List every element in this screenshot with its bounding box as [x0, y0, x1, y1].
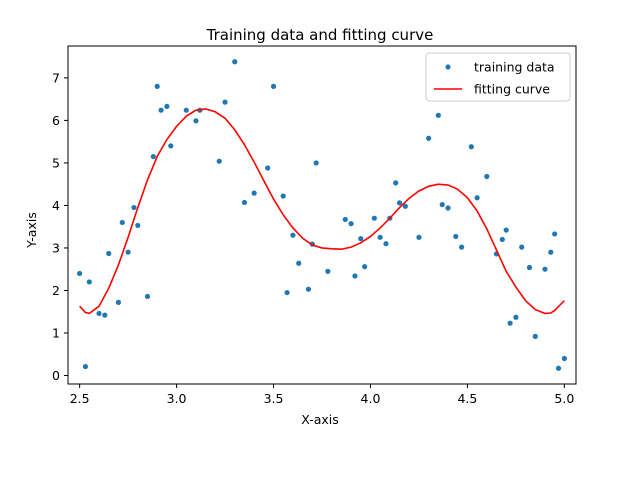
x-tick-label: 4.0: [361, 391, 381, 406]
data-point: [119, 219, 125, 226]
y-tick-label: 4: [52, 198, 60, 213]
legend-marker-swatch: [445, 64, 451, 70]
data-point: [193, 118, 199, 124]
data-point: [280, 193, 286, 199]
chart-title: Training data and fitting curve: [206, 26, 434, 44]
data-point: [232, 59, 238, 65]
y-tick-label: 2: [52, 283, 60, 298]
data-point: [484, 173, 490, 180]
data-point: [168, 143, 174, 149]
data-point: [216, 158, 222, 164]
data-point: [348, 221, 354, 227]
x-tick-label: 5.0: [554, 391, 574, 406]
data-point: [532, 333, 538, 339]
data-point: [416, 234, 422, 240]
y-tick-label: 0: [52, 368, 60, 383]
data-point: [265, 165, 271, 171]
data-point: [131, 204, 137, 211]
data-point: [453, 233, 459, 240]
data-point: [270, 83, 277, 89]
data-point: [358, 236, 364, 242]
plot-area: 2.5 3.0 3.5 4.0 4.5 5.0 0 1 2 3 4 5 6 7: [52, 45, 577, 406]
data-point: [183, 107, 189, 113]
data-point: [371, 215, 377, 221]
y-tick-label: 5: [52, 155, 60, 170]
y-tick-label: 6: [52, 113, 60, 128]
legend-label: training data: [474, 60, 555, 75]
data-point: [77, 270, 83, 277]
data-point: [342, 216, 348, 223]
data-point: [325, 268, 331, 274]
data-point: [102, 312, 108, 318]
data-point: [251, 190, 257, 196]
data-point: [296, 260, 302, 266]
data-point: [548, 249, 554, 255]
data-point: [150, 153, 156, 160]
data-point: [507, 320, 513, 326]
x-tick-label: 3.5: [264, 391, 284, 406]
data-point: [393, 180, 399, 186]
data-point: [542, 266, 548, 272]
data-point: [284, 289, 290, 296]
data-point: [135, 222, 141, 229]
data-point: [82, 363, 89, 370]
legend-label: fitting curve: [474, 82, 550, 97]
data-point: [396, 200, 403, 206]
data-point: [352, 273, 358, 279]
training-data-series: [77, 59, 567, 371]
data-point: [503, 227, 509, 233]
data-point: [383, 241, 389, 247]
y-tick-label: 3: [52, 240, 60, 255]
data-point: [474, 195, 480, 201]
axes-frame: [67, 45, 577, 385]
fitting-curve-line: [79, 108, 565, 315]
data-point: [362, 264, 368, 270]
data-point: [439, 201, 445, 208]
data-point: [86, 279, 92, 285]
data-point: [164, 103, 170, 109]
data-point: [115, 299, 122, 305]
data-point: [435, 112, 441, 118]
data-point: [144, 293, 151, 300]
data-point: [459, 244, 465, 250]
data-point: [426, 135, 432, 141]
y-axis-title: Y-axis: [24, 212, 39, 249]
data-point: [526, 264, 533, 271]
data-point: [222, 99, 228, 105]
data-point: [125, 249, 131, 255]
data-point: [499, 236, 505, 243]
x-tick-label: 2.5: [70, 391, 90, 406]
x-tick-label: 4.5: [457, 391, 477, 406]
data-point: [445, 205, 451, 211]
data-point: [402, 203, 408, 209]
y-tick-label: 1: [52, 325, 60, 340]
data-point: [290, 232, 296, 238]
data-point: [468, 144, 474, 150]
data-point: [377, 234, 383, 240]
data-point: [305, 286, 312, 292]
data-point: [158, 107, 164, 113]
data-point: [552, 231, 558, 237]
data-point: [561, 355, 567, 362]
y-tick-label: 7: [52, 70, 60, 85]
legend: training data fitting curve: [425, 52, 571, 102]
data-point: [154, 83, 160, 89]
data-point: [519, 244, 525, 250]
data-point: [313, 160, 319, 166]
data-point: [106, 250, 112, 257]
data-point: [96, 310, 102, 317]
data-point: [513, 314, 519, 320]
x-axis-title: X-axis: [301, 412, 339, 427]
x-tick-label: 3.0: [167, 391, 187, 406]
data-point: [241, 199, 248, 206]
data-point: [555, 365, 562, 371]
